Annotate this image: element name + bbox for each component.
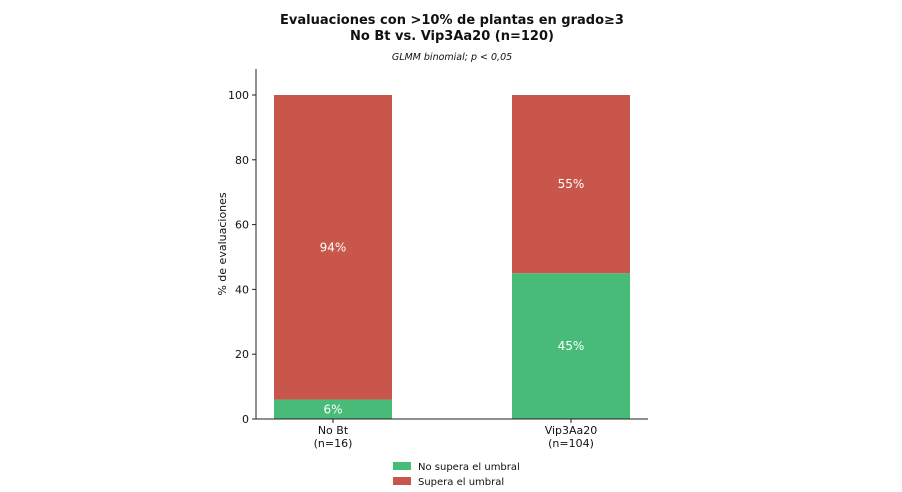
chart-title-line2: No Bt vs. Vip3Aa20 (n=120) [350, 29, 554, 44]
y-tick-label: 20 [235, 348, 249, 361]
bar-segment-supera-0 [274, 95, 392, 400]
legend-entry-label: No supera el umbral [418, 462, 520, 473]
legend-entry-label: Supera el umbral [418, 477, 504, 488]
x-tick-sublabel: (n=16) [314, 437, 353, 450]
bar-data-label: 94% [320, 240, 347, 254]
chart-title-line1: Evaluaciones con >10% de plantas en grad… [280, 13, 624, 28]
y-tick-label: 0 [242, 413, 249, 426]
y-tick-label: 80 [235, 154, 249, 167]
bar-segment-no-supera-1 [512, 273, 630, 419]
bar-data-label: 6% [323, 402, 342, 416]
bar-segment-no-supera-0 [274, 399, 392, 419]
bar-data-label: 45% [558, 339, 585, 353]
chart-subtitle: GLMM binomial; p < 0,05 [392, 52, 512, 63]
y-tick-label: 40 [235, 283, 249, 296]
legend-swatch [393, 477, 411, 485]
bar-data-label: 55% [558, 177, 585, 191]
legend: No supera el umbral Supera el umbral [393, 462, 520, 488]
x-tick-label: Vip3Aa20 [545, 424, 598, 437]
y-axis-label: % de evaluaciones [216, 192, 229, 296]
bar-segment-supera-1 [512, 95, 630, 274]
x-tick-label: No Bt [318, 424, 349, 437]
legend-swatch [393, 462, 411, 470]
y-tick-label: 60 [235, 219, 249, 232]
y-tick-label: 100 [228, 89, 249, 102]
x-tick-sublabel: (n=104) [548, 437, 594, 450]
plot-area: 6% 94% 45% 55% 0 20 40 60 80 100 No Bt(n=16) Vip3Aa… [228, 69, 648, 450]
